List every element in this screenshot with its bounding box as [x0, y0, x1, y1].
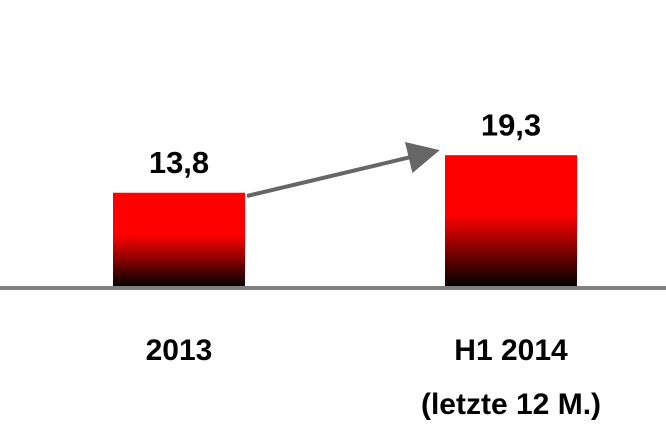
- growth-arrow: [246, 141, 440, 198]
- bar: [445, 155, 577, 287]
- x-tick-label: H1 2014: [454, 334, 568, 367]
- value-label: 13,8: [149, 145, 209, 180]
- x-tick-label: 2013: [146, 334, 213, 367]
- value-label: 19,3: [481, 107, 541, 142]
- bar: [113, 192, 245, 287]
- x-tick-label: (letzte 12 M.): [421, 388, 601, 421]
